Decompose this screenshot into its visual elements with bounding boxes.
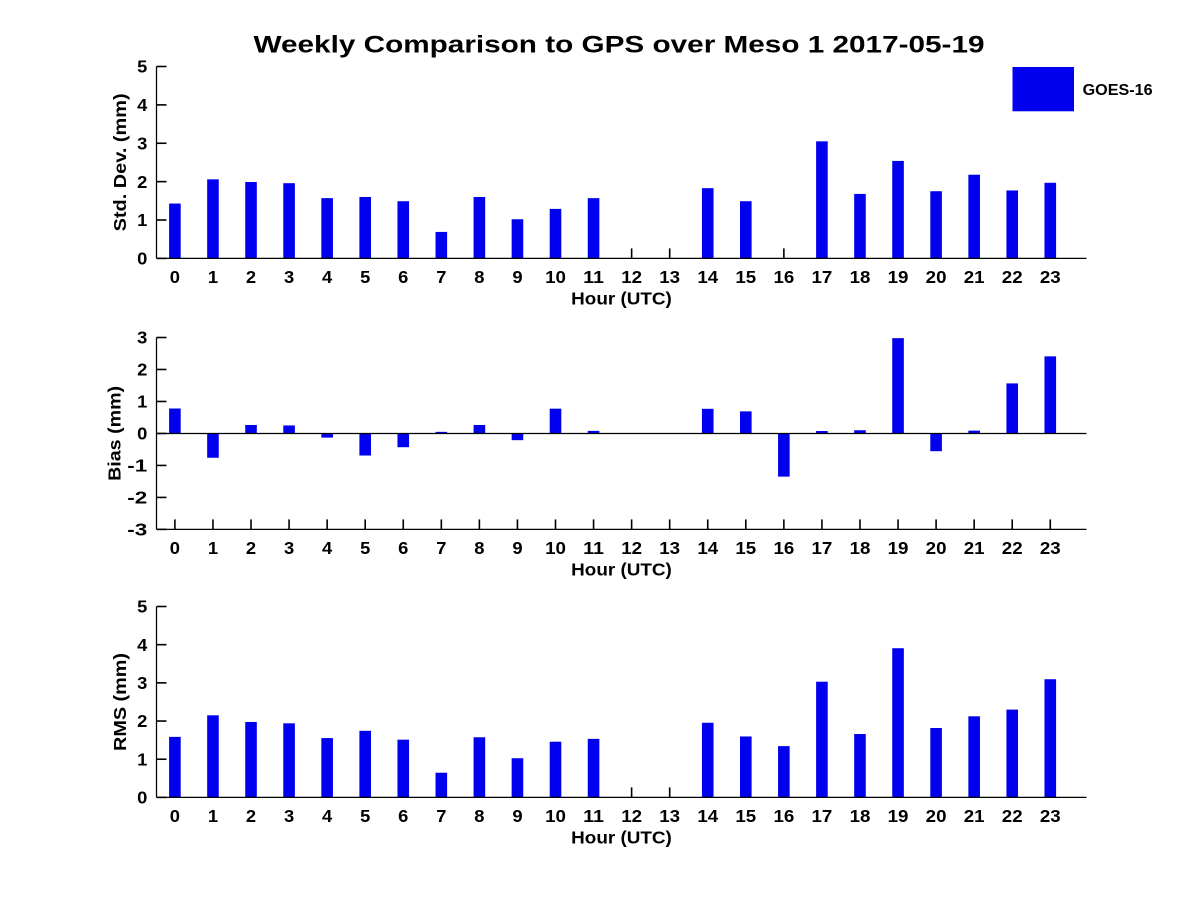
svg-text:Bias (mm): Bias (mm) [105,386,125,481]
svg-text:18: 18 [850,267,871,287]
svg-text:3: 3 [284,267,295,287]
svg-text:3: 3 [137,328,148,348]
svg-text:3: 3 [137,133,148,153]
svg-text:5: 5 [360,538,371,558]
svg-text:6: 6 [398,267,409,287]
svg-text:11: 11 [583,806,604,826]
svg-text:2: 2 [246,538,256,558]
svg-text:18: 18 [850,538,871,558]
svg-text:2: 2 [137,711,147,731]
svg-text:8: 8 [474,267,485,287]
svg-text:3: 3 [284,538,295,558]
svg-text:5: 5 [360,806,371,826]
svg-text:4: 4 [137,95,148,115]
svg-text:4: 4 [322,267,333,287]
svg-text:Hour (UTC): Hour (UTC) [571,828,672,848]
svg-text:4: 4 [137,635,148,655]
svg-text:19: 19 [888,538,909,558]
svg-text:14: 14 [697,806,718,826]
svg-text:17: 17 [812,267,833,287]
svg-text:Hour (UTC): Hour (UTC) [571,560,672,580]
svg-text:0: 0 [137,788,147,808]
svg-text:21: 21 [964,538,985,558]
svg-text:0: 0 [170,806,180,826]
svg-text:0: 0 [170,267,180,287]
svg-text:16: 16 [773,806,794,826]
svg-text:12: 12 [621,806,642,826]
svg-text:-1: -1 [127,456,147,476]
svg-text:13: 13 [659,538,680,558]
svg-text:9: 9 [512,806,523,826]
svg-text:7: 7 [436,538,446,558]
svg-text:6: 6 [398,538,409,558]
svg-text:Hour (UTC): Hour (UTC) [571,289,672,309]
svg-text:21: 21 [964,806,985,826]
svg-text:13: 13 [659,267,680,287]
svg-text:15: 15 [735,267,756,287]
svg-text:16: 16 [773,267,794,287]
svg-text:13: 13 [659,806,680,826]
svg-text:1: 1 [208,806,219,826]
svg-text:19: 19 [888,806,909,826]
svg-text:23: 23 [1040,538,1061,558]
svg-text:5: 5 [137,57,148,77]
svg-text:0: 0 [137,424,147,444]
svg-text:5: 5 [137,597,148,617]
svg-text:0: 0 [170,538,180,558]
svg-text:19: 19 [888,267,909,287]
svg-text:20: 20 [926,806,947,826]
svg-text:16: 16 [773,538,794,558]
svg-text:15: 15 [735,806,756,826]
svg-text:-3: -3 [127,520,147,540]
svg-text:3: 3 [284,806,295,826]
svg-text:7: 7 [436,806,446,826]
svg-text:17: 17 [812,538,833,558]
svg-text:5: 5 [360,267,371,287]
svg-text:1: 1 [137,749,148,769]
svg-text:2: 2 [137,360,147,380]
svg-text:20: 20 [926,538,947,558]
svg-text:12: 12 [621,267,642,287]
svg-text:4: 4 [322,806,333,826]
svg-text:-2: -2 [127,488,147,508]
svg-text:RMS (mm): RMS (mm) [110,653,130,751]
svg-text:4: 4 [322,538,333,558]
svg-text:1: 1 [137,210,148,230]
svg-text:1: 1 [208,538,219,558]
svg-text:9: 9 [512,267,523,287]
svg-text:23: 23 [1040,806,1061,826]
svg-text:6: 6 [398,806,409,826]
svg-text:20: 20 [926,267,947,287]
svg-text:12: 12 [621,538,642,558]
svg-text:15: 15 [735,538,756,558]
svg-text:18: 18 [850,806,871,826]
svg-text:1: 1 [208,267,219,287]
svg-text:2: 2 [246,267,256,287]
svg-text:3: 3 [137,673,148,693]
svg-text:2: 2 [137,172,147,192]
svg-text:17: 17 [812,806,833,826]
svg-text:2: 2 [246,806,256,826]
svg-text:GOES-16: GOES-16 [1083,82,1153,99]
svg-text:22: 22 [1002,267,1023,287]
svg-text:10: 10 [545,267,566,287]
svg-text:Std. Dev. (mm): Std. Dev. (mm) [110,93,130,231]
svg-text:11: 11 [583,267,604,287]
svg-text:Weekly Comparison to GPS over: Weekly Comparison to GPS over Meso 1 201… [254,32,985,59]
svg-text:22: 22 [1002,538,1023,558]
svg-text:22: 22 [1002,806,1023,826]
svg-text:14: 14 [697,267,718,287]
svg-text:7: 7 [436,267,446,287]
svg-text:14: 14 [697,538,718,558]
svg-text:9: 9 [512,538,523,558]
svg-text:10: 10 [545,538,566,558]
svg-text:8: 8 [474,806,485,826]
svg-text:23: 23 [1040,267,1061,287]
svg-text:21: 21 [964,267,985,287]
svg-text:11: 11 [583,538,604,558]
svg-text:10: 10 [545,806,566,826]
svg-text:8: 8 [474,538,485,558]
svg-text:0: 0 [137,249,147,269]
svg-text:1: 1 [137,392,148,412]
